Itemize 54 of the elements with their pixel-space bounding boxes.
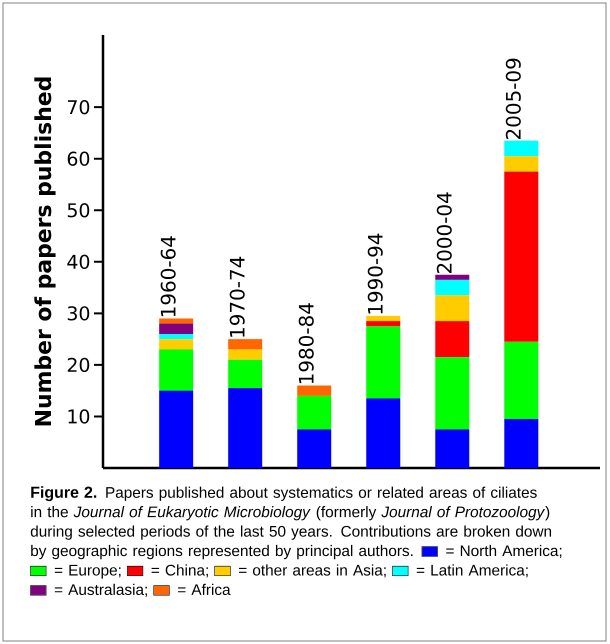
bar bbox=[159, 324, 194, 334]
y-tick-label: 10 bbox=[68, 409, 90, 424]
bar bbox=[228, 349, 262, 360]
bar bbox=[228, 388, 262, 468]
x-tick-label: 2000-04 bbox=[436, 192, 452, 274]
bar bbox=[504, 156, 538, 172]
bar bbox=[504, 172, 538, 342]
bar bbox=[159, 349, 194, 391]
legend-label: = Europe; bbox=[54, 564, 120, 579]
x-tick-label: 1990-94 bbox=[368, 234, 383, 314]
bar bbox=[159, 339, 194, 350]
bar bbox=[366, 398, 400, 468]
x-tick-label: 1970-74 bbox=[230, 256, 245, 337]
bar bbox=[504, 342, 538, 420]
bar bbox=[297, 386, 332, 396]
bar bbox=[435, 274, 470, 280]
y-tick-label: 70 bbox=[68, 100, 90, 114]
x-tick-label: 1960-64 bbox=[160, 236, 176, 316]
bar bbox=[435, 321, 470, 358]
legend-label: = Africa bbox=[178, 584, 231, 596]
y-axis-title: Number of papers published bbox=[34, 77, 56, 426]
bar bbox=[228, 360, 262, 388]
y-tick-label: 30 bbox=[68, 306, 90, 321]
y-tick-label: 50 bbox=[68, 203, 90, 218]
legend-label: = China; bbox=[152, 564, 208, 578]
x-tick-label: 2005-09 bbox=[506, 58, 521, 140]
text: Figure 2. bbox=[31, 486, 96, 502]
bar bbox=[504, 140, 538, 156]
bar bbox=[366, 321, 400, 326]
bar bbox=[435, 429, 470, 468]
bar bbox=[504, 419, 538, 468]
legend-label: = North America; bbox=[446, 544, 562, 558]
legend-label: = Latin America; bbox=[416, 564, 528, 578]
bar bbox=[159, 390, 194, 468]
bar bbox=[297, 429, 332, 468]
bar bbox=[366, 316, 400, 322]
bar bbox=[159, 334, 194, 340]
bar bbox=[435, 280, 470, 296]
text: in the Journal of Eukaryotic Microbiology (formerly Journal of Protozoology) bbox=[31, 506, 550, 520]
x-tick-label: 1980-84 bbox=[298, 303, 314, 384]
bar bbox=[435, 357, 470, 430]
bar bbox=[366, 326, 400, 398]
text: by geographic regions represented by principal authors. bbox=[31, 544, 412, 560]
text: Papers published about systematics or related areas of ciliates bbox=[106, 486, 537, 501]
y-tick-label: 60 bbox=[68, 152, 90, 166]
bar bbox=[228, 339, 262, 350]
legend-label: = other areas in Asia; bbox=[239, 564, 386, 578]
legend-label: = Australasia; bbox=[54, 584, 147, 597]
y-tick-label: 20 bbox=[68, 358, 90, 372]
bar bbox=[297, 396, 332, 430]
y-tick-label: 40 bbox=[67, 254, 90, 269]
bar bbox=[435, 295, 470, 322]
bar bbox=[159, 318, 194, 324]
text: during selected periods of the last 50 years. Contributions are broken down bbox=[30, 525, 552, 540]
